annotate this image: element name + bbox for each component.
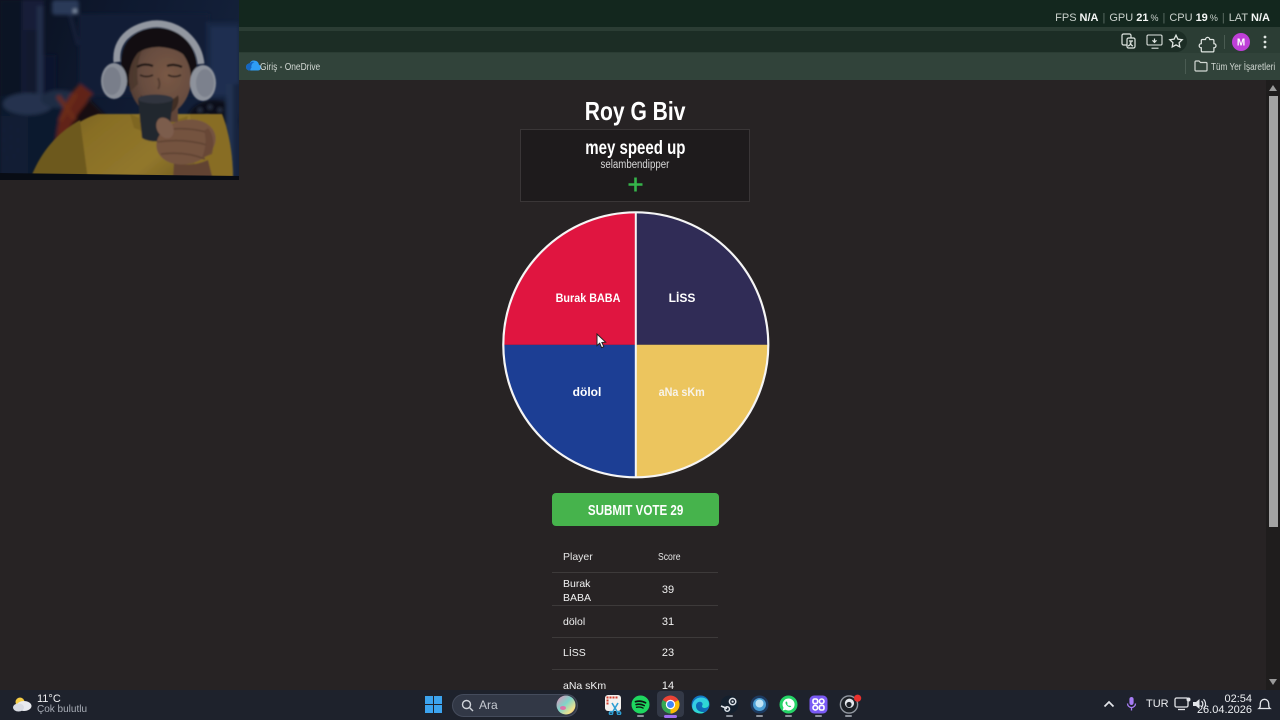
svg-text:M: M bbox=[1237, 38, 1245, 49]
